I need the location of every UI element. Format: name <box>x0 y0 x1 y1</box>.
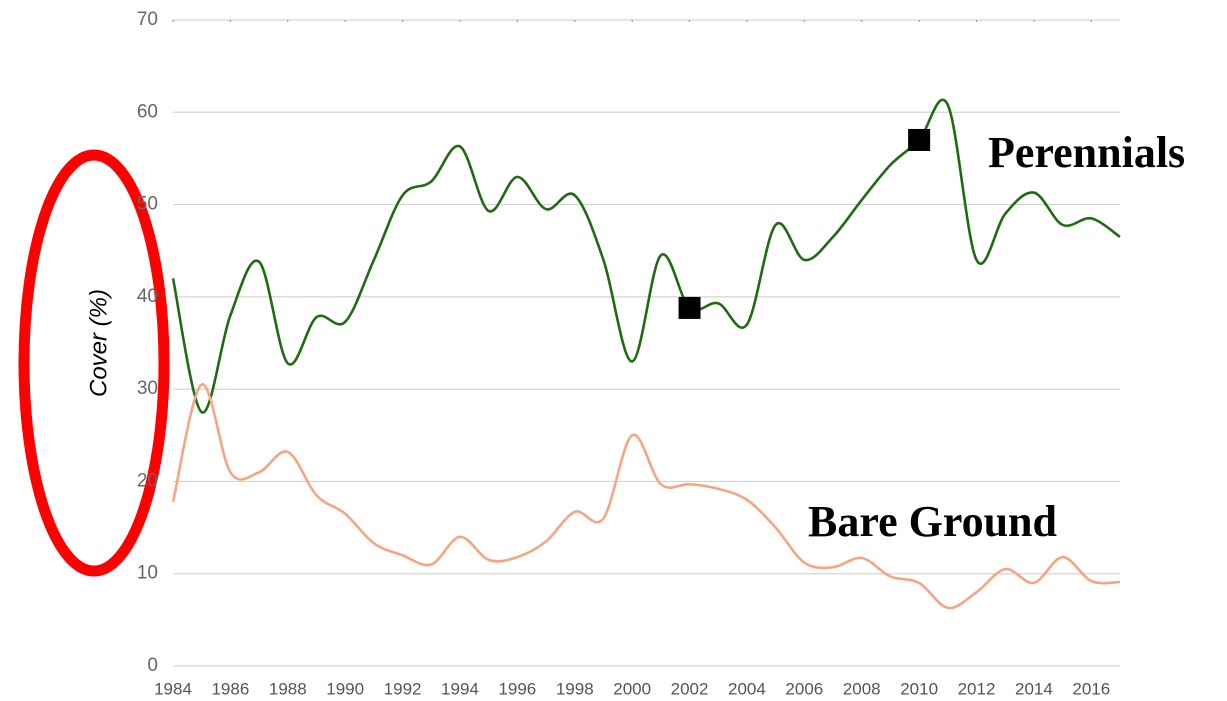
x-tick-label: 2016 <box>1072 679 1110 698</box>
x-tick-label: 2002 <box>671 679 709 698</box>
x-tick-label: 1996 <box>498 679 536 698</box>
x-tick-label: 2008 <box>843 679 881 698</box>
y-axis-label: Cover (%) <box>85 289 112 397</box>
x-tick-label: 2004 <box>728 679 766 698</box>
y-tick-label: 60 <box>137 101 158 122</box>
series-line <box>171 98 1121 414</box>
series-label: Perennials <box>988 128 1185 177</box>
x-tick-label: 1992 <box>384 679 422 698</box>
y-tick-label: 40 <box>137 286 158 307</box>
x-tick-label: 1990 <box>326 679 364 698</box>
y-tick-label: 20 <box>137 470 158 491</box>
y-tick-label: 10 <box>137 563 158 584</box>
x-tick-label: 1988 <box>269 679 307 698</box>
x-tick-label: 2006 <box>785 679 823 698</box>
x-tick-label: 1986 <box>211 679 249 698</box>
point-marker <box>678 296 701 319</box>
x-tick-label: 2014 <box>1015 679 1053 698</box>
series-line <box>171 383 1121 610</box>
y-tick-label: 0 <box>147 655 158 676</box>
x-tick-label: 2012 <box>958 679 996 698</box>
y-tick-label: 70 <box>137 9 158 30</box>
y-tick-label: 50 <box>137 194 158 215</box>
x-tick-label: 1984 <box>154 679 192 698</box>
y-tick-label: 30 <box>137 378 158 399</box>
x-tick-label: 1998 <box>556 679 594 698</box>
point-marker <box>908 128 931 151</box>
highlight-ellipse <box>18 149 170 577</box>
series-label: Bare Ground <box>808 497 1057 546</box>
x-tick-label: 2010 <box>900 679 938 698</box>
x-tick-label: 2000 <box>613 679 651 698</box>
x-tick-label: 1994 <box>441 679 479 698</box>
